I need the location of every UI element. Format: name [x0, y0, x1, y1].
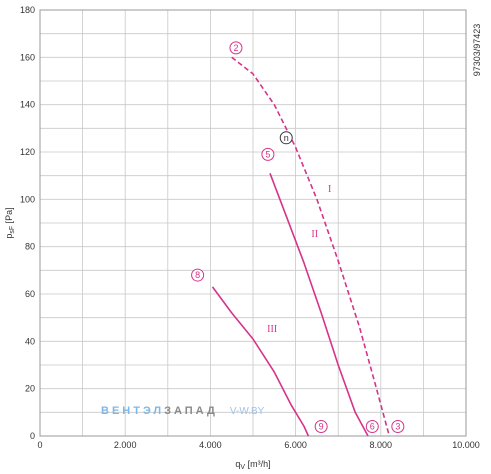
marker-circle	[314, 420, 328, 434]
watermark-part2: ЗАПАД	[164, 405, 218, 417]
curve-marker: 6	[365, 420, 379, 434]
y-axis-label: psF [Pa]	[4, 207, 16, 238]
operating-point-label: n	[284, 133, 289, 143]
watermark-part1: ВЕНТЭЛ	[101, 405, 164, 417]
x-tick-label: 6.000	[284, 440, 307, 450]
curve-marker: 8	[191, 268, 205, 282]
marker-number: 5	[265, 149, 270, 159]
series-label: II	[311, 229, 318, 240]
y-tick-label: 180	[20, 5, 35, 15]
series-layer	[211, 56, 391, 437]
x-tick-label: 0	[37, 440, 42, 450]
x-tick-label: 8.000	[370, 440, 393, 450]
y-tick-label: 100	[20, 194, 35, 204]
curve-marker: 5	[261, 147, 275, 161]
marker-number: 3	[395, 422, 400, 432]
marker-circle	[191, 268, 205, 282]
marker-number: 2	[233, 43, 238, 53]
marker-number: 9	[319, 422, 324, 432]
marker-circle	[391, 420, 405, 434]
series-label: I	[328, 184, 331, 195]
x-tick-label: 2.000	[114, 440, 137, 450]
marker-circle	[229, 41, 243, 55]
series-label: III	[267, 324, 277, 335]
y-tick-label: 0	[30, 431, 35, 441]
y-tick-label: 120	[20, 147, 35, 157]
series-line-i	[231, 56, 391, 437]
marker-circle	[365, 420, 379, 434]
plot-frame	[39, 9, 467, 437]
x-axis-label: qV [m³/h]	[235, 459, 270, 471]
marker-circle	[261, 147, 275, 161]
series-line-iii	[211, 286, 310, 437]
watermark-part3: V-W.BY	[230, 406, 265, 417]
marker-number: 6	[370, 422, 375, 432]
operating-point-circle	[279, 131, 293, 145]
y-tick-label: 20	[25, 384, 35, 394]
watermark: ВЕНТЭЛЗАПАД V-W.BY	[101, 405, 265, 417]
operating-point: n	[279, 131, 293, 145]
y-tick-label: 80	[25, 242, 35, 252]
y-tick-label: 60	[25, 289, 35, 299]
tick-labels: 0 2.000 4.000 6.000 8.000 10.000 0 20 40 60 80 100 1…	[20, 5, 480, 450]
curve-marker: 3	[391, 420, 405, 434]
y-tick-label: 160	[20, 52, 35, 62]
curve-marker: 9	[314, 420, 328, 434]
curve-marker: 2	[229, 41, 243, 55]
marker-number: 8	[195, 270, 200, 280]
y-tick-label: 140	[20, 100, 35, 110]
x-tick-label: 10.000	[452, 440, 480, 450]
code-label: 97303/97423	[472, 24, 482, 77]
x-tick-label: 4.000	[199, 440, 222, 450]
y-tick-label: 40	[25, 336, 35, 346]
series-line-ii	[269, 173, 369, 437]
